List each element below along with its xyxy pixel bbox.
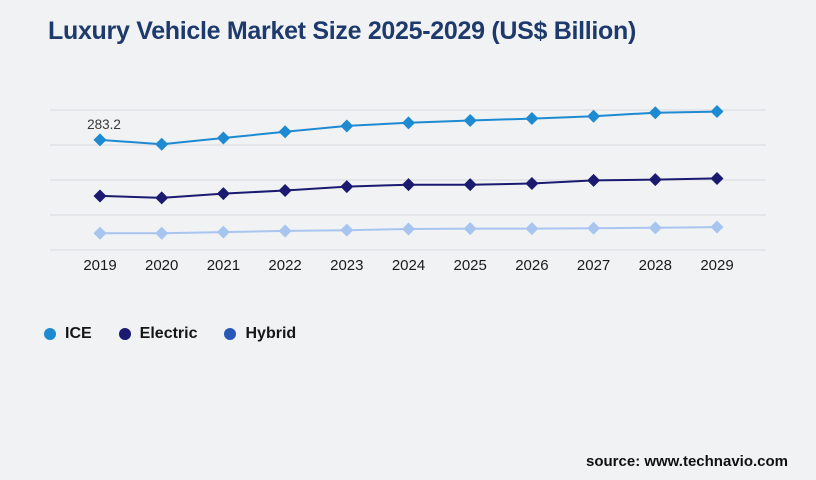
data-point-hybrid xyxy=(710,220,724,234)
data-point-electric xyxy=(587,173,601,187)
data-point-ice xyxy=(155,137,169,151)
data-point-electric xyxy=(463,178,477,192)
data-point-ice xyxy=(278,125,292,139)
data-point-hybrid xyxy=(587,221,601,235)
legend-label-ice: ICE xyxy=(65,325,92,342)
x-tick-label: 2028 xyxy=(639,257,672,274)
data-point-ice xyxy=(710,105,724,119)
chart-legend: ICE Electric Hybrid xyxy=(44,325,296,343)
hybrid-series-dot-icon xyxy=(224,328,237,340)
data-point-hybrid xyxy=(402,222,415,236)
x-tick-label: 2025 xyxy=(454,257,487,274)
x-tick-label: 2021 xyxy=(207,257,240,274)
x-tick-label: 2023 xyxy=(330,257,363,274)
data-point-hybrid xyxy=(340,223,354,237)
data-point-ice xyxy=(216,131,230,145)
electric-series-dot-icon xyxy=(118,328,131,340)
x-tick-label: 2026 xyxy=(515,257,548,274)
x-tick-label: 2022 xyxy=(268,257,301,274)
data-point-ice xyxy=(587,109,601,123)
legend-item-hybrid: Hybrid xyxy=(224,325,296,343)
x-tick-label: 2024 xyxy=(392,257,425,274)
data-point-hybrid xyxy=(278,224,292,238)
data-point-ice xyxy=(648,106,662,120)
data-point-electric xyxy=(278,184,292,197)
data-point-electric xyxy=(648,173,662,187)
x-tick-label: 2029 xyxy=(700,257,733,274)
data-point-hybrid xyxy=(93,226,107,240)
data-point-ice xyxy=(402,116,415,130)
ice-series-dot-icon xyxy=(44,328,56,340)
x-tick-label: 2020 xyxy=(145,257,178,274)
data-point-ice xyxy=(340,119,354,133)
data-point-hybrid xyxy=(648,221,662,235)
line-chart: 283.2 2019 2020 2021 2022 2023 2024 2025 2026 202… xyxy=(50,105,766,274)
data-point-electric xyxy=(402,178,415,192)
legend-item-ice: ICE xyxy=(44,325,92,343)
legend-label-hybrid: Hybrid xyxy=(245,325,297,342)
data-point-ice xyxy=(525,112,539,126)
x-tick-label: 2019 xyxy=(83,257,116,274)
data-point-electric xyxy=(216,187,230,201)
data-point-electric xyxy=(155,191,169,205)
data-point-electric xyxy=(525,177,539,190)
data-point-ice xyxy=(463,114,477,127)
data-point-electric xyxy=(710,171,724,185)
data-point-hybrid xyxy=(525,222,539,236)
data-point-hybrid xyxy=(155,226,169,240)
data-point-electric xyxy=(340,180,354,194)
legend-item-electric: Electric xyxy=(118,325,198,343)
data-point-ice xyxy=(93,133,107,147)
data-point-hybrid xyxy=(216,225,230,239)
chart-title: Luxury Vehicle Market Size 2025-2029 (US… xyxy=(48,17,637,45)
data-point-hybrid xyxy=(463,222,477,236)
x-tick-label: 2027 xyxy=(577,257,610,274)
source-attribution: source: www.technavio.com xyxy=(586,453,788,470)
data-point-electric xyxy=(93,189,107,203)
data-point-label: 283.2 xyxy=(87,117,121,132)
legend-label-electric: Electric xyxy=(139,325,198,342)
